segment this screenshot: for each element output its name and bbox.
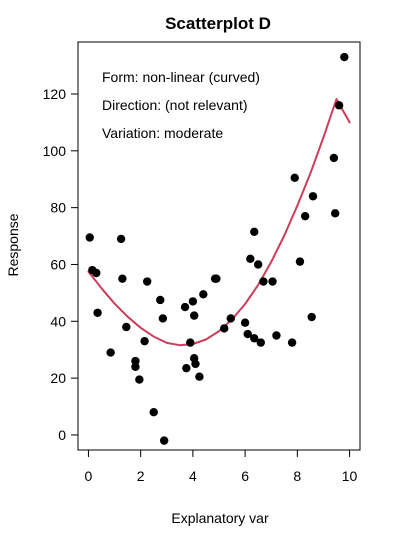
data-point [199, 290, 208, 299]
data-point [189, 311, 199, 320]
data-point [334, 101, 344, 110]
data-point [142, 277, 152, 286]
data-point [340, 52, 349, 62]
y-axis-label: Response [5, 213, 21, 276]
fit-curve [87, 98, 351, 347]
data-point [156, 295, 165, 305]
data-point [307, 312, 316, 322]
data-point [329, 153, 339, 163]
x-tick-label: 8 [293, 468, 301, 484]
data-point [287, 338, 297, 347]
x-tick-label: 2 [137, 468, 145, 484]
data-point [188, 297, 198, 306]
data-point [182, 363, 191, 373]
annotation-variation: Variation: moderate [102, 125, 223, 141]
x-tick-label: 4 [189, 468, 197, 484]
data-point [220, 324, 229, 333]
y-tick-label: 80 [50, 200, 66, 216]
points-layer [85, 52, 349, 445]
y-tick-label: 60 [50, 256, 66, 272]
data-point [300, 211, 310, 221]
y-tick-label: 120 [43, 86, 67, 102]
y-tick-label: 20 [50, 370, 66, 386]
y-tick-label: 0 [58, 427, 66, 443]
data-point [158, 314, 168, 323]
data-point [118, 274, 127, 283]
data-point [159, 436, 169, 445]
data-point [250, 334, 259, 343]
data-point [330, 209, 340, 218]
data-point [135, 375, 144, 384]
data-point [195, 372, 204, 381]
data-point [116, 234, 126, 244]
x-tick-label: 10 [342, 468, 358, 484]
data-point [256, 338, 265, 347]
data-point [186, 338, 195, 347]
x-axis-label: Explanatory var [171, 510, 269, 526]
data-point [92, 268, 101, 278]
data-point [149, 408, 158, 417]
data-point [240, 318, 250, 327]
data-point [140, 336, 149, 346]
y-tick-label: 100 [43, 143, 67, 159]
data-point [295, 257, 305, 266]
fit-curve-layer [87, 98, 351, 347]
data-point [259, 277, 268, 286]
data-point [180, 302, 190, 312]
annotation-direction: Direction: (not relevant) [102, 97, 248, 113]
data-point [246, 254, 255, 263]
data-point [268, 277, 277, 286]
chart-title: Scatterplot D [165, 14, 271, 33]
data-point [85, 233, 94, 242]
data-point [191, 359, 200, 369]
x-tick-label: 6 [241, 468, 249, 484]
data-point [290, 173, 299, 183]
annotations: Form: non-linear (curved) Direction: (no… [102, 69, 260, 141]
x-tick-label: 0 [85, 468, 93, 484]
data-point [212, 274, 221, 283]
data-point [250, 227, 259, 236]
data-point [93, 308, 102, 317]
data-point [131, 362, 140, 371]
data-point [122, 322, 131, 332]
data-point [272, 331, 281, 340]
data-point [106, 348, 115, 357]
data-point [308, 192, 318, 201]
x-axis: 0 2 4 6 8 10 [85, 449, 358, 484]
data-point [253, 260, 263, 269]
annotation-form: Form: non-linear (curved) [102, 69, 260, 85]
data-point [226, 314, 235, 323]
y-tick-label: 40 [50, 313, 66, 329]
y-axis: 0 20 40 60 80 100 120 [43, 86, 79, 443]
data-point [243, 329, 252, 339]
